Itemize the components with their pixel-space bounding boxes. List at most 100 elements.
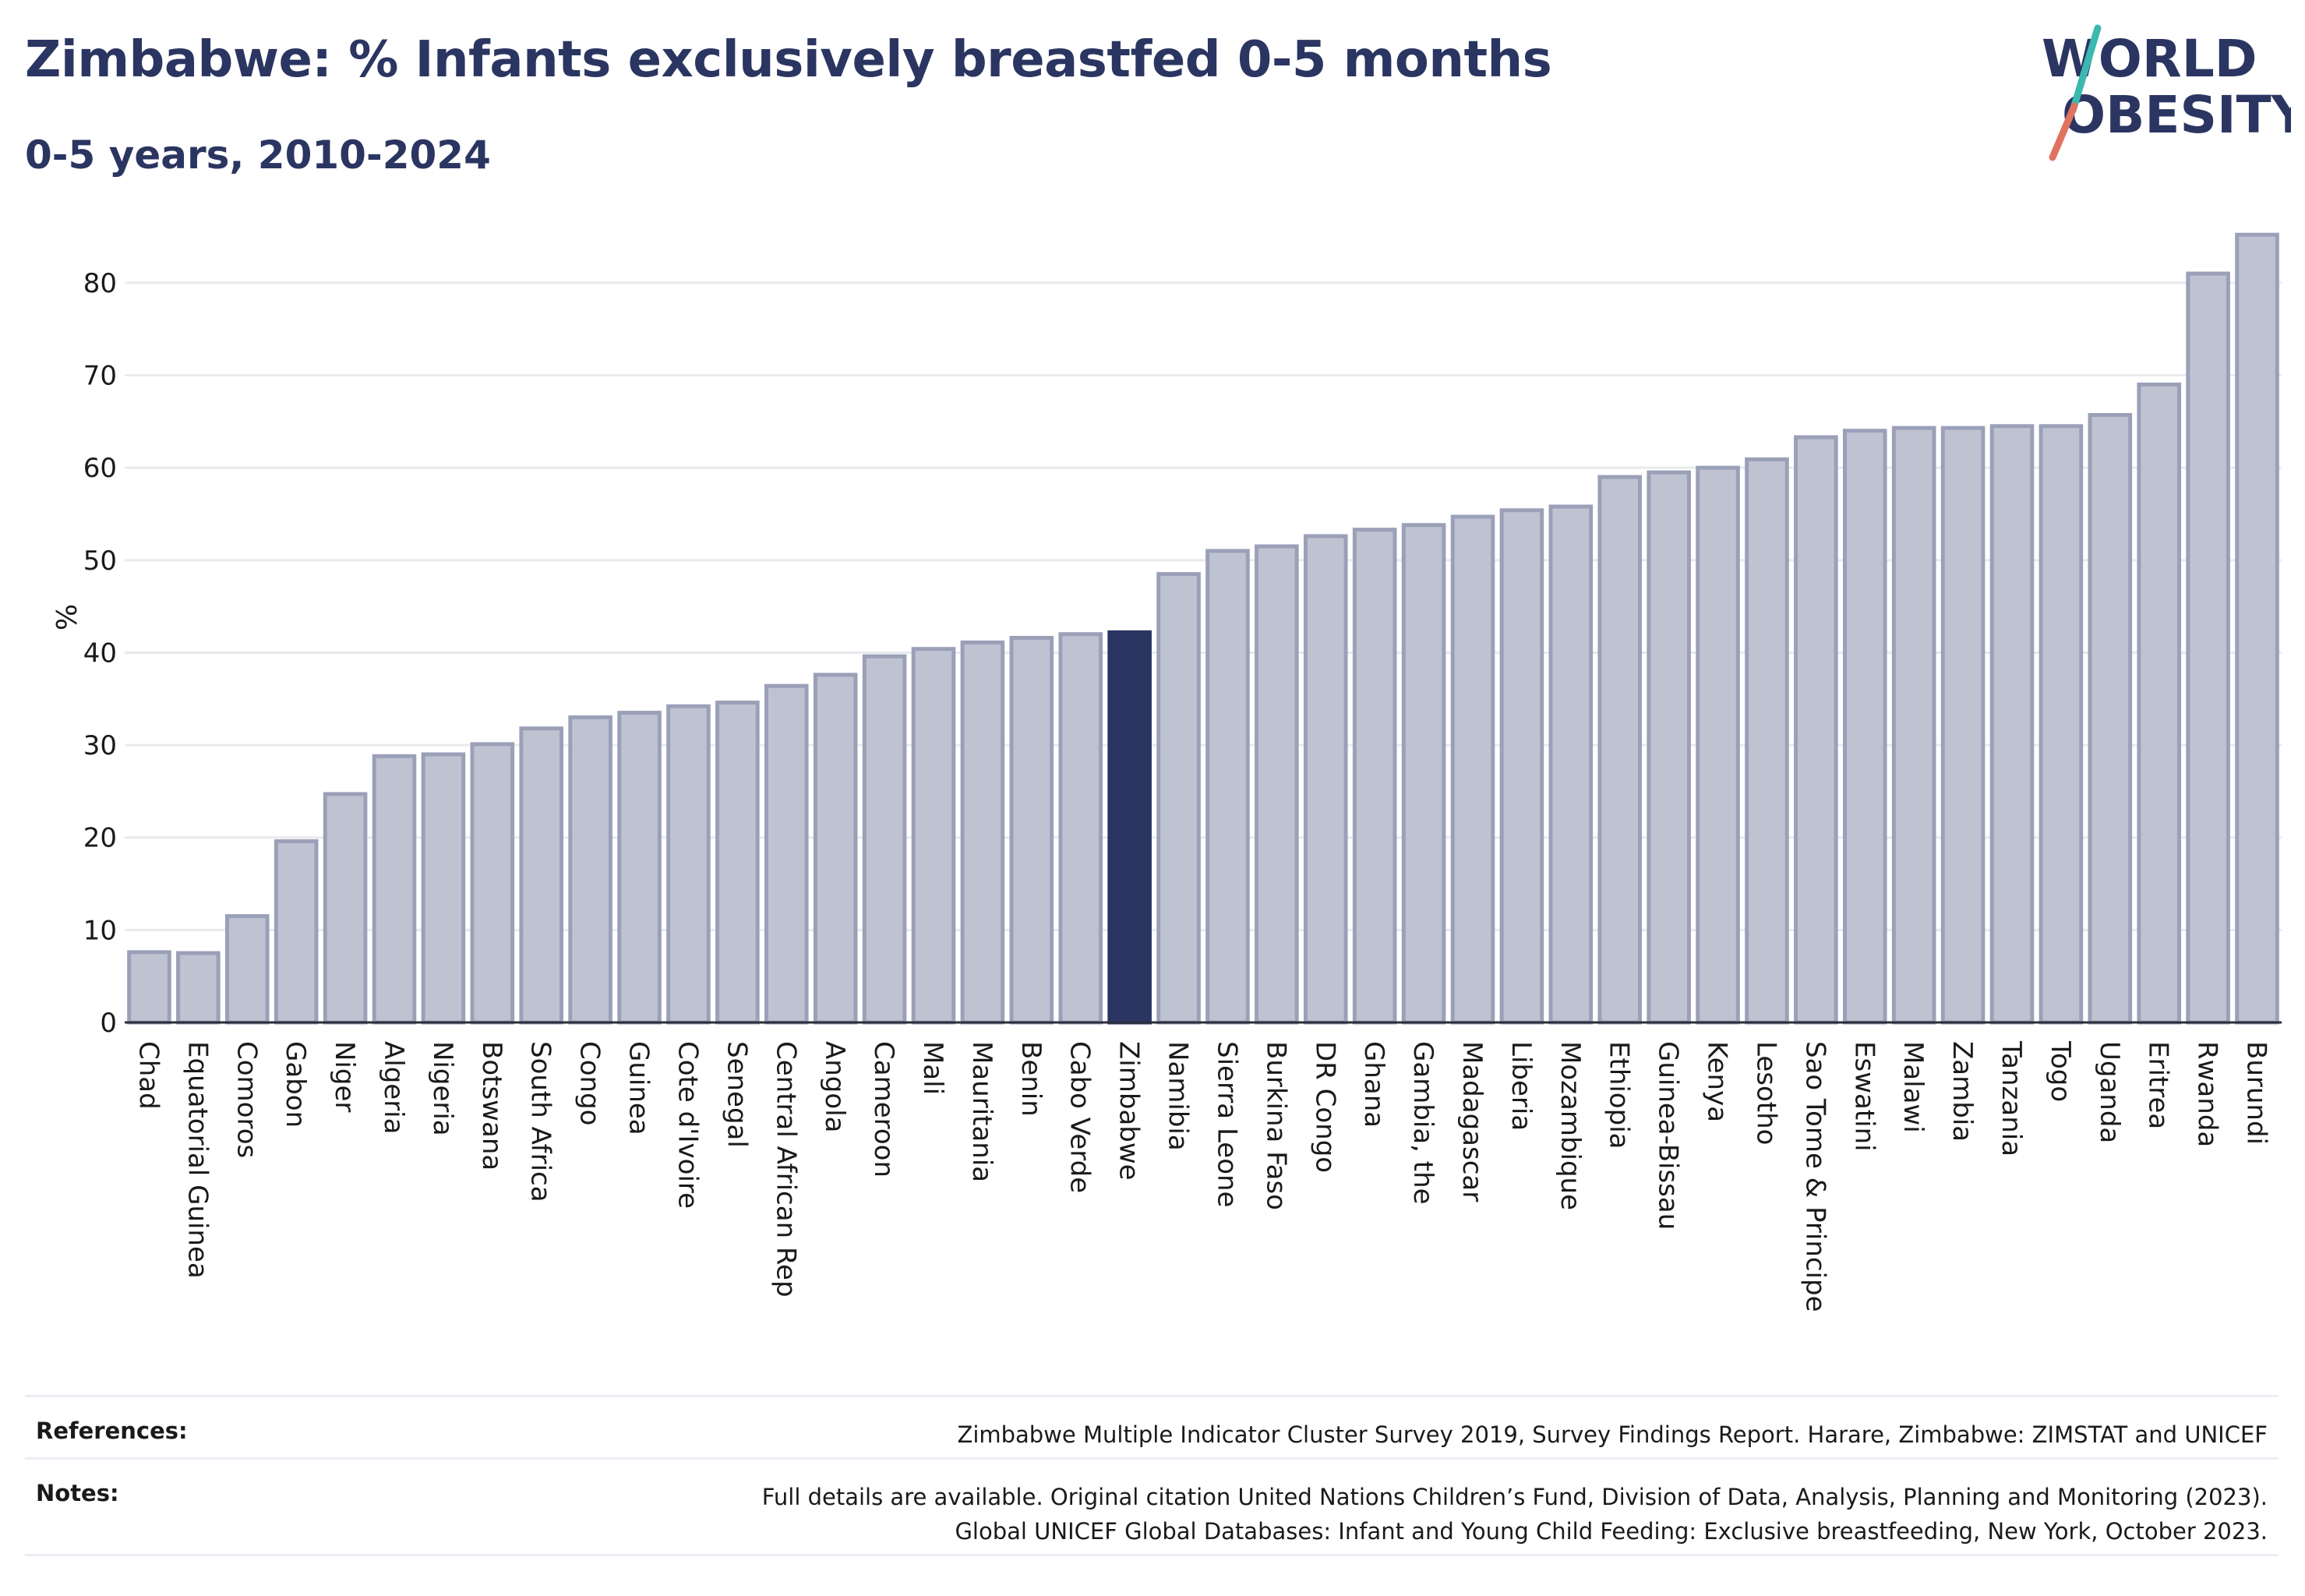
bar-benin bbox=[1009, 635, 1054, 1025]
y-tick-label: 30 bbox=[83, 730, 117, 761]
x-tick-label: Sierra Leone bbox=[1211, 1041, 1242, 1207]
y-tick-label: 70 bbox=[83, 361, 117, 392]
bar-south-africa bbox=[519, 726, 564, 1025]
bar-sao-tome-principe bbox=[1794, 435, 1838, 1025]
footer-bottom-rule bbox=[25, 1554, 2279, 1556]
x-tick-label: Zimbabwe bbox=[1114, 1041, 1145, 1181]
bar-mali bbox=[911, 647, 956, 1025]
x-tick-label: Mauritania bbox=[966, 1041, 997, 1182]
references-text: Zimbabwe Multiple Indicator Cluster Surv… bbox=[957, 1421, 2268, 1448]
bar-ghana bbox=[1352, 528, 1397, 1025]
bar-zimbabwe bbox=[1107, 630, 1152, 1025]
references-label: References: bbox=[36, 1418, 188, 1444]
x-tick-label: Guinea-Bissau bbox=[1653, 1041, 1684, 1230]
x-axis-labels: Chad Equatorial Guinea Comoros Gabon Niger Al… bbox=[132, 1040, 2271, 1312]
bar-burundi bbox=[2235, 232, 2279, 1025]
bar-chart: 0 10 20 30 40 50 60 70 80 Chad Equatorial Guinea C… bbox=[49, 232, 2282, 1312]
x-tick-label: Sao Tome & Principe bbox=[1799, 1041, 1830, 1312]
notes-line-1: Full details are available. Original cit… bbox=[761, 1484, 2268, 1510]
bar-eritrea bbox=[2137, 382, 2182, 1025]
x-tick-label: Togo bbox=[2045, 1040, 2076, 1102]
bar-tanzania bbox=[1989, 424, 2035, 1025]
y-tick-label: 20 bbox=[83, 823, 117, 854]
bar-kenya bbox=[1696, 465, 1740, 1025]
bar-cote-d-ivoire bbox=[666, 704, 711, 1025]
chart-subtitle: 0-5 years, 2010-2024 bbox=[25, 132, 491, 178]
x-tick-label: Rwanda bbox=[2192, 1041, 2223, 1147]
bar-mauritania bbox=[960, 640, 1005, 1025]
x-tick-label: Namibia bbox=[1163, 1041, 1194, 1151]
x-tick-label: Algeria bbox=[378, 1041, 409, 1134]
x-tick-label: Eswatini bbox=[1848, 1041, 1880, 1152]
bar-burkina-faso bbox=[1255, 544, 1299, 1025]
notes-label: Notes: bbox=[36, 1480, 119, 1506]
x-tick-label: Benin bbox=[1015, 1041, 1047, 1117]
x-tick-label: Guinea bbox=[623, 1041, 655, 1135]
bar-gabon bbox=[274, 839, 319, 1025]
bar-cameroon bbox=[862, 654, 907, 1025]
x-tick-label: Burkina Faso bbox=[1260, 1041, 1291, 1210]
bar-liberia bbox=[1499, 508, 1544, 1025]
x-tick-label: Cote d'Ivoire bbox=[672, 1041, 703, 1209]
x-tick-label: DR Congo bbox=[1309, 1041, 1340, 1173]
bar-uganda bbox=[2088, 413, 2133, 1025]
x-tick-label: Congo bbox=[574, 1041, 605, 1125]
logo-slash-bottom-icon bbox=[2049, 102, 2078, 161]
world-obesity-logo: WORLD OBESITY bbox=[2042, 24, 2291, 161]
logo-line1: WORLD bbox=[2042, 29, 2257, 89]
x-tick-label: Uganda bbox=[2094, 1041, 2125, 1143]
bar-rwanda bbox=[2186, 271, 2230, 1025]
bar-mozambique bbox=[1548, 504, 1594, 1025]
bar-guinea bbox=[617, 711, 662, 1025]
x-tick-label: Nigeria bbox=[427, 1041, 458, 1136]
x-tick-label: South Africa bbox=[525, 1041, 556, 1202]
bar-angola bbox=[813, 673, 858, 1025]
bar-guinea-bissau bbox=[1647, 470, 1691, 1025]
x-tick-label: Malawi bbox=[1897, 1041, 1929, 1133]
bar-lesotho bbox=[1745, 457, 1789, 1025]
references-section: References: Zimbabwe Multiple Indicator … bbox=[25, 1395, 2279, 1457]
x-tick-label: Comoros bbox=[231, 1041, 262, 1158]
bar-ethiopia bbox=[1597, 475, 1643, 1025]
x-tick-label: Chad bbox=[132, 1041, 164, 1110]
x-tick-label: Central African Rep bbox=[770, 1041, 801, 1298]
x-tick-label: Ethiopia bbox=[1604, 1041, 1635, 1149]
logo-slash-top-icon bbox=[2069, 24, 2102, 115]
x-tick-label: Gambia, the bbox=[1407, 1041, 1438, 1205]
bar-dr-congo bbox=[1303, 534, 1348, 1025]
y-tick-label: 80 bbox=[83, 268, 117, 299]
y-tick-label: 0 bbox=[100, 1008, 117, 1039]
x-tick-label: Madagascar bbox=[1456, 1041, 1488, 1202]
x-tick-label: Equatorial Guinea bbox=[182, 1041, 213, 1279]
x-tick-label: Kenya bbox=[1702, 1041, 1733, 1122]
chart-title: Zimbabwe: % Infants exclusively breastfe… bbox=[25, 31, 1552, 89]
x-tick-label: Botswana bbox=[476, 1041, 507, 1171]
x-tick-label: Gabon bbox=[280, 1041, 311, 1128]
bar-congo bbox=[568, 715, 612, 1025]
bar-togo bbox=[2038, 424, 2084, 1025]
x-tick-label: Senegal bbox=[721, 1041, 752, 1148]
x-tick-label: Ghana bbox=[1358, 1041, 1389, 1128]
bar-botswana bbox=[470, 742, 515, 1025]
bar-sierra-leone bbox=[1205, 549, 1250, 1025]
y-axis-label: % bbox=[49, 604, 81, 630]
x-tick-label: Lesotho bbox=[1750, 1041, 1781, 1145]
bar-chad bbox=[127, 950, 171, 1025]
bar-zambia bbox=[1940, 425, 1986, 1025]
notes-line-2: Global UNICEF Global Databases: Infant a… bbox=[955, 1518, 2268, 1545]
bar-malawi bbox=[1891, 425, 1936, 1025]
bar-central-african-rep bbox=[764, 683, 809, 1025]
y-tick-label: 60 bbox=[83, 453, 117, 484]
y-axis-ticks: 0 10 20 30 40 50 60 70 80 bbox=[83, 268, 117, 1039]
bar-eswatini bbox=[1842, 429, 1887, 1025]
bar-algeria bbox=[372, 754, 417, 1025]
x-tick-label: Eritrea bbox=[2143, 1041, 2174, 1129]
x-tick-label: Tanzania bbox=[1996, 1040, 2027, 1156]
y-tick-label: 40 bbox=[83, 637, 117, 669]
x-tick-label: Liberia bbox=[1505, 1041, 1537, 1131]
y-tick-label: 50 bbox=[83, 546, 117, 577]
x-tick-label: Zambia bbox=[1947, 1041, 1978, 1142]
bars bbox=[127, 232, 2279, 1025]
notes-section: Notes: Full details are available. Origi… bbox=[25, 1457, 2279, 1559]
y-tick-label: 10 bbox=[83, 915, 117, 946]
